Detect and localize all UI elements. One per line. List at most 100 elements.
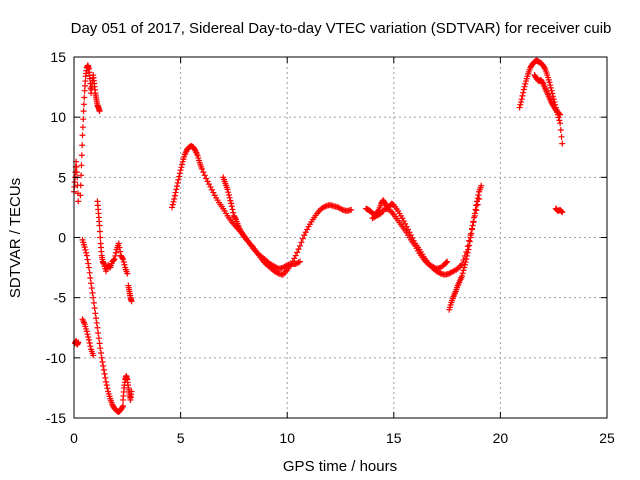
data-point xyxy=(79,124,86,131)
data-point xyxy=(461,264,468,271)
data-point xyxy=(88,285,95,292)
data-point xyxy=(128,298,135,305)
data-point xyxy=(547,84,554,91)
data-point xyxy=(97,345,104,352)
data-point xyxy=(85,333,92,340)
data-point xyxy=(84,256,91,263)
data-point xyxy=(517,101,524,108)
data-point xyxy=(120,258,127,265)
data-point xyxy=(124,270,131,277)
data-point xyxy=(176,173,183,180)
data-point xyxy=(90,352,97,359)
series-arc-n xyxy=(516,57,566,147)
data-point xyxy=(116,244,123,251)
data-point xyxy=(466,238,473,245)
data-point xyxy=(95,335,102,342)
data-point xyxy=(173,186,180,193)
y-tick-label: 0 xyxy=(58,230,66,246)
y-tick-label: -10 xyxy=(46,350,66,366)
x-tick-label: 20 xyxy=(493,430,509,446)
data-point xyxy=(294,249,301,256)
data-point xyxy=(475,191,482,198)
data-point xyxy=(172,189,179,196)
series-arc-m xyxy=(446,182,485,313)
data-point xyxy=(201,172,208,179)
series-arc-g xyxy=(120,372,135,403)
data-point xyxy=(110,256,117,263)
data-point xyxy=(520,86,527,93)
y-tick-label: 15 xyxy=(50,49,66,65)
data-point xyxy=(99,358,106,365)
data-point xyxy=(115,240,122,247)
data-point xyxy=(556,117,563,124)
x-axis-label: GPS time / hours xyxy=(283,458,397,475)
data-point xyxy=(77,182,84,189)
data-point xyxy=(478,182,485,189)
data-point xyxy=(471,214,478,221)
data-point xyxy=(179,161,186,168)
data-point xyxy=(473,202,480,209)
y-tick-label: 5 xyxy=(58,169,66,185)
data-point xyxy=(176,170,183,177)
data-point xyxy=(80,108,87,115)
data-point xyxy=(177,167,184,174)
data-point xyxy=(84,331,91,338)
data-point xyxy=(79,142,86,149)
data-point xyxy=(348,206,355,213)
data-point xyxy=(463,256,470,263)
data-point xyxy=(79,132,86,139)
data-point xyxy=(94,324,101,331)
series-arc-l xyxy=(369,205,451,272)
series-arc-k xyxy=(363,195,483,278)
axis-ticks: 0 5 10 15 20 25 -15 -10 -5 0 5 10 15 xyxy=(46,49,615,446)
data-point xyxy=(299,235,306,242)
data-point xyxy=(102,378,109,385)
data-point xyxy=(556,110,563,117)
data-point xyxy=(468,226,475,233)
data-point xyxy=(559,209,566,216)
data-point xyxy=(464,249,471,256)
data-point xyxy=(83,249,90,256)
data-point xyxy=(96,222,103,229)
data-point xyxy=(465,246,472,253)
x-tick-label: 10 xyxy=(279,430,295,446)
data-point xyxy=(230,209,237,216)
data-point xyxy=(178,164,185,171)
data-point xyxy=(97,234,104,241)
series-arc-o xyxy=(531,72,564,118)
y-axis-label: SDTVAR / TECUs xyxy=(7,178,24,298)
data-point xyxy=(93,319,100,326)
data-point xyxy=(557,111,564,118)
data-point xyxy=(93,315,100,322)
data-point xyxy=(75,339,82,346)
x-tick-label: 15 xyxy=(386,430,402,446)
data-point xyxy=(557,120,564,127)
data-point xyxy=(292,252,299,259)
data-point xyxy=(96,340,103,347)
series-arc-c xyxy=(77,62,103,199)
data-point xyxy=(85,260,92,267)
data-point xyxy=(227,197,234,204)
data-point xyxy=(559,140,566,147)
series-arc-e xyxy=(79,316,97,359)
data-point xyxy=(77,192,84,199)
data-point xyxy=(460,267,467,274)
data-point xyxy=(101,370,108,377)
data-point xyxy=(83,328,90,335)
data-point xyxy=(104,385,111,392)
data-point xyxy=(541,64,548,71)
data-point xyxy=(225,189,232,196)
data-point xyxy=(463,252,470,259)
data-point xyxy=(95,329,102,336)
data-point xyxy=(461,261,468,268)
data-point xyxy=(92,310,99,317)
data-point xyxy=(459,273,466,280)
data-point xyxy=(469,222,476,229)
data-point xyxy=(471,210,478,217)
data-point xyxy=(224,186,231,193)
data-point xyxy=(90,294,97,301)
x-tick-label: 5 xyxy=(177,430,185,446)
data-point xyxy=(121,261,128,268)
